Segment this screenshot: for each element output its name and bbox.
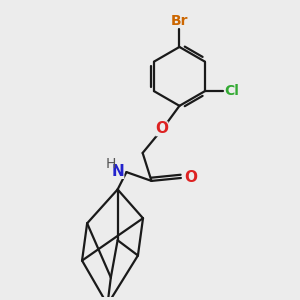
Text: O: O bbox=[155, 121, 168, 136]
Text: H: H bbox=[106, 157, 116, 171]
Text: Cl: Cl bbox=[224, 84, 239, 98]
Text: N: N bbox=[112, 164, 124, 179]
Text: Br: Br bbox=[171, 14, 188, 28]
Text: O: O bbox=[184, 170, 197, 185]
